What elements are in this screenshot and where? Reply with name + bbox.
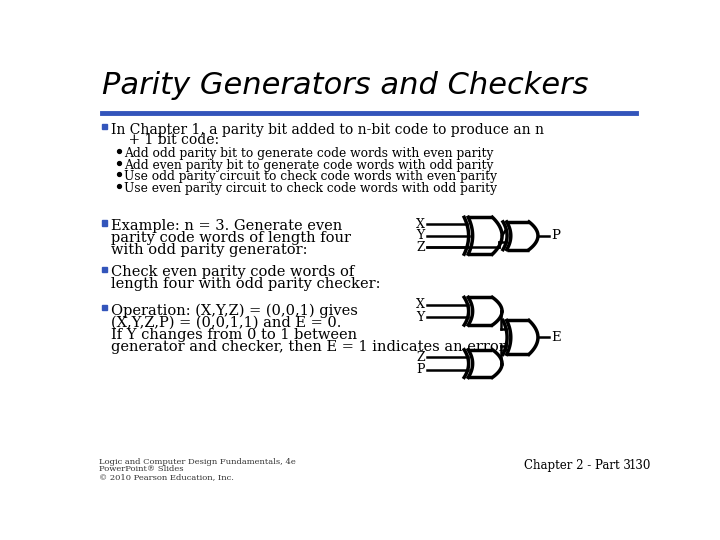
Text: Check even parity code words of: Check even parity code words of [111,265,354,279]
Bar [102,124,107,130]
Text: PowerPoint® Slides: PowerPoint® Slides [99,465,184,473]
Bar [102,305,107,310]
Text: Logic and Computer Design Fundamentals, 4e: Logic and Computer Design Fundamentals, … [99,457,296,465]
Text: Parity Generators and Checkers: Parity Generators and Checkers [102,71,588,100]
Text: Add even parity bit to generate code words with odd parity: Add even parity bit to generate code wor… [124,159,493,172]
Text: If Y changes from 0 to 1 between: If Y changes from 0 to 1 between [111,328,357,342]
Text: Z: Z [416,351,425,364]
Text: generator and checker, then E = 1 indicates an error.: generator and checker, then E = 1 indica… [111,340,508,354]
Text: length four with odd parity checker:: length four with odd parity checker: [111,278,380,291]
Text: Y: Y [417,311,425,324]
Text: Operation: (X,Y,Z) = (0,0,1) gives: Operation: (X,Y,Z) = (0,0,1) gives [111,303,358,318]
Text: X: X [416,299,425,312]
Text: Y: Y [417,230,425,242]
Text: Add odd parity bit to generate code words with even parity: Add odd parity bit to generate code word… [124,147,493,160]
Text: In Chapter 1, a parity bit added to n-bit code to produce an n: In Chapter 1, a parity bit added to n-bi… [111,123,544,137]
Text: + 1 bit code:: + 1 bit code: [111,133,219,147]
Text: Use odd parity circuit to check code words with even parity: Use odd parity circuit to check code wor… [124,170,497,183]
Text: © 2010 Pearson Education, Inc.: © 2010 Pearson Education, Inc. [99,473,234,481]
Text: X: X [416,218,425,231]
Text: Z: Z [416,241,425,254]
Text: (X,Y,Z,P) = (0,0,1,1) and E = 0.: (X,Y,Z,P) = (0,0,1,1) and E = 0. [111,316,341,330]
Text: Chapter 2 - Part 3: Chapter 2 - Part 3 [524,459,631,472]
Text: with odd parity generator:: with odd parity generator: [111,244,307,258]
Bar [102,267,107,272]
Text: E: E [551,331,561,344]
Text: 130: 130 [629,459,651,472]
Text: parity code words of length four: parity code words of length four [111,231,351,245]
Text: Use even parity circuit to check code words with odd parity: Use even parity circuit to check code wo… [124,182,497,195]
Text: P: P [551,230,560,242]
Text: P: P [416,363,425,376]
Bar [102,220,107,226]
Text: Example: n = 3. Generate even: Example: n = 3. Generate even [111,219,342,233]
